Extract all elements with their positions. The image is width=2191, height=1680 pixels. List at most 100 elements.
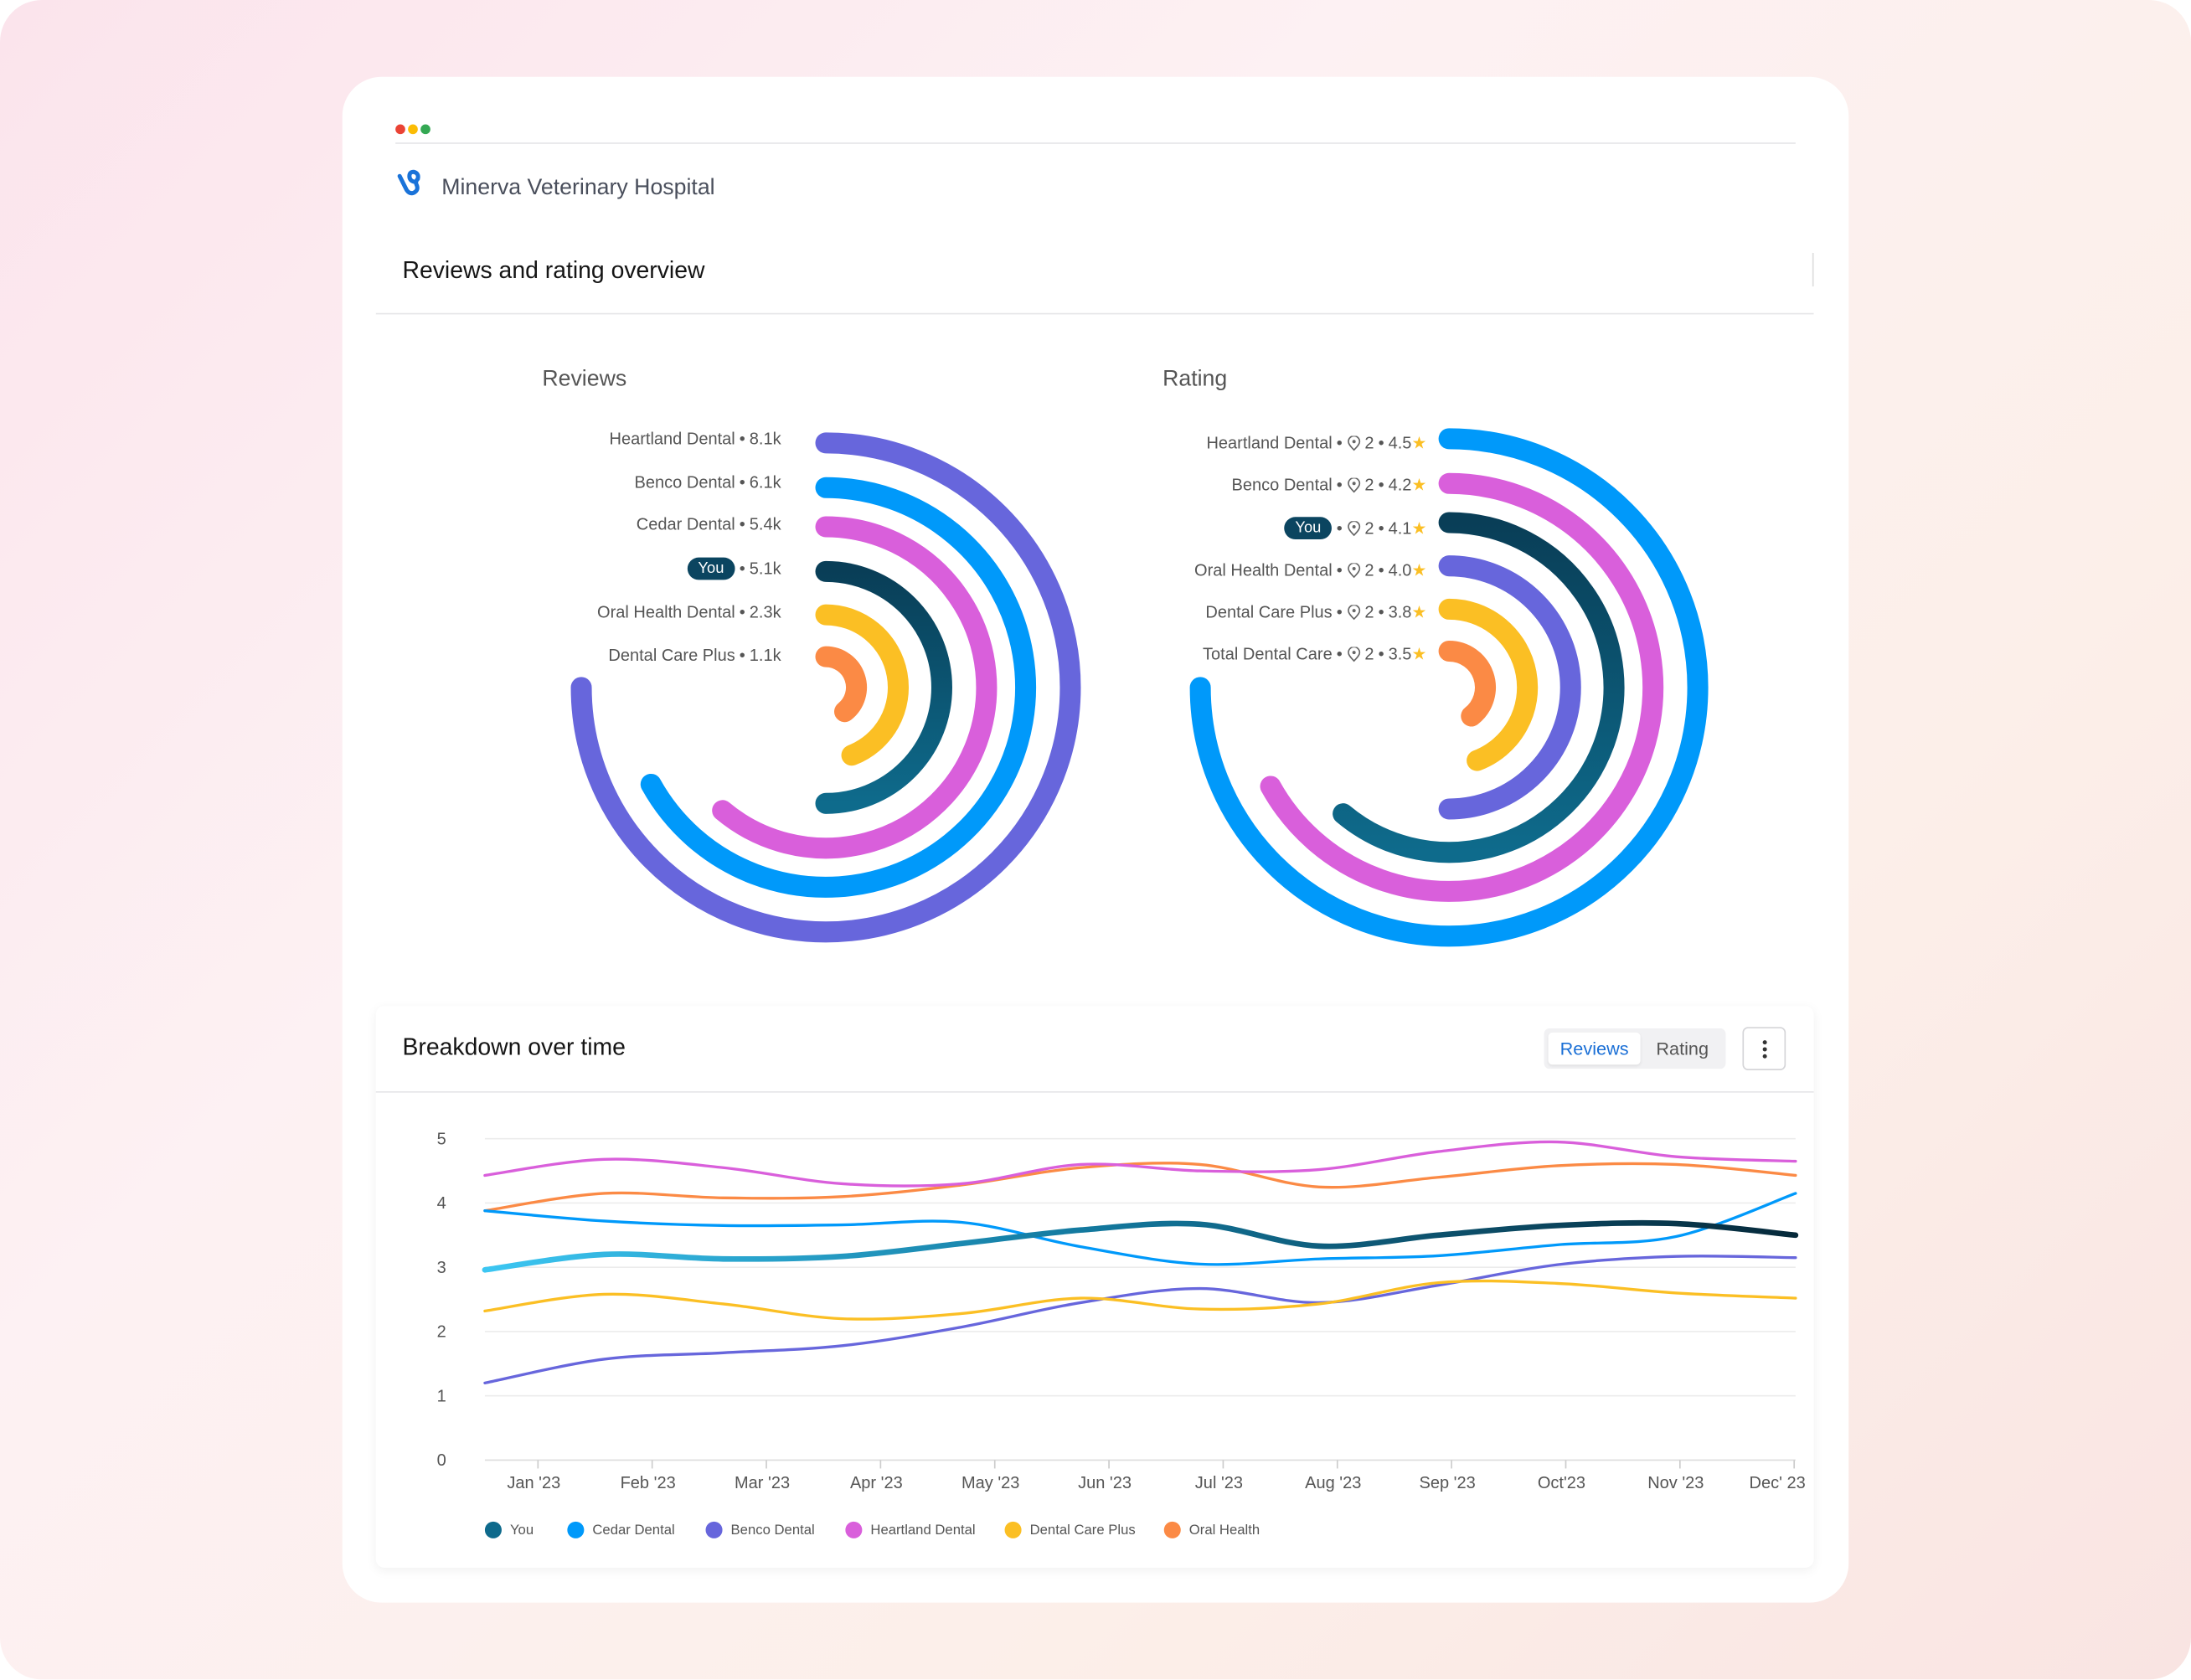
window-maximize-dot[interactable] — [420, 124, 430, 135]
rating-value: 4.0 — [1388, 560, 1412, 580]
review-count: 5.4k — [749, 513, 781, 534]
separator-dot: • — [1336, 475, 1343, 495]
review-label: Benco Dental • 6.1k — [635, 472, 781, 492]
rating-label: Heartland Dental • 2 • 4.5 ★ — [1206, 433, 1426, 452]
competitor-name: Dental Care Plus — [1205, 602, 1333, 622]
legend-swatch — [845, 1521, 863, 1538]
legend-label: Dental Care Plus — [1029, 1522, 1136, 1538]
metric-toggle: Reviews Rating — [1544, 1028, 1726, 1069]
star-icon: ★ — [1411, 560, 1427, 580]
breakdown-title: Breakdown over time — [402, 1033, 626, 1061]
kebab-menu-icon — [1761, 1039, 1766, 1058]
star-icon: ★ — [1411, 433, 1427, 453]
window-divider — [395, 142, 1796, 144]
legend-item[interactable]: Oral Health — [1163, 1521, 1260, 1538]
separator-dot: • — [1378, 475, 1384, 495]
review-count: 2.3k — [749, 602, 781, 622]
more-options-button[interactable] — [1742, 1027, 1786, 1070]
competitor-name: Oral Health Dental — [1194, 560, 1333, 580]
separator-dot: • — [1336, 602, 1343, 622]
section-divider — [375, 312, 1814, 315]
x-tick-label: Aug '23 — [1305, 1472, 1362, 1492]
separator-dot: • — [1336, 518, 1343, 539]
star-icon: ★ — [1411, 475, 1427, 495]
review-count: 8.1k — [749, 429, 781, 449]
y-tick-label: 1 — [436, 1386, 446, 1406]
rating-value: 3.8 — [1388, 602, 1412, 622]
y-tick-label: 3 — [436, 1257, 446, 1277]
competitor-name: Benco Dental — [1231, 475, 1333, 495]
separator-dot: • — [739, 559, 745, 579]
review-count: 5.1k — [749, 559, 781, 579]
separator-dot: • — [1378, 602, 1384, 622]
header-divider — [1812, 252, 1814, 287]
star-icon: ★ — [1411, 518, 1427, 539]
you-badge: You — [1284, 517, 1333, 539]
legend-label: Heartland Dental — [870, 1522, 976, 1538]
legend-label: You — [509, 1522, 534, 1538]
you-badge: You — [687, 557, 735, 580]
legend-swatch — [567, 1521, 585, 1538]
separator-dot: • — [1336, 433, 1343, 453]
reviews-title: Reviews — [542, 367, 627, 392]
review-count: 1.1k — [749, 645, 781, 666]
separator-dot: • — [1378, 644, 1384, 664]
legend-item[interactable]: Heartland Dental — [845, 1521, 976, 1538]
rating-value: 4.5 — [1388, 433, 1412, 453]
location-count: 2 — [1364, 644, 1374, 664]
toggle-rating[interactable]: Rating — [1656, 1038, 1709, 1059]
x-tick-label: Jan '23 — [507, 1472, 561, 1492]
legend-swatch — [1163, 1521, 1181, 1538]
x-tick-label: Apr '23 — [849, 1472, 903, 1492]
rating-value: 4.2 — [1388, 475, 1412, 495]
legend-label: Cedar Dental — [592, 1522, 675, 1538]
y-tick-label: 5 — [436, 1129, 446, 1149]
x-tick-label: Oct'23 — [1537, 1472, 1586, 1492]
legend-swatch — [705, 1521, 723, 1538]
legend-item[interactable]: You — [484, 1521, 534, 1538]
toggle-reviews[interactable]: Reviews — [1548, 1032, 1641, 1065]
review-label: Dental Care Plus • 1.1k — [608, 646, 781, 665]
rating-label: Benco Dental • 2 • 4.2 ★ — [1232, 475, 1427, 494]
app-title: Minerva Veterinary Hospital — [441, 176, 715, 200]
rating-label: Oral Health Dental • 2 • 4.0 ★ — [1194, 560, 1426, 580]
competitor-name: Cedar Dental — [636, 513, 735, 534]
legend-swatch — [1004, 1521, 1022, 1538]
overview-title: Reviews and rating overview — [402, 256, 705, 284]
x-tick-label: Jul '23 — [1194, 1472, 1244, 1492]
window-minimize-dot[interactable] — [408, 124, 418, 135]
location-pin-icon — [1347, 435, 1361, 451]
legend-item[interactable]: Benco Dental — [705, 1521, 815, 1538]
separator-dot: • — [1378, 560, 1384, 580]
competitor-name: Heartland Dental — [609, 429, 735, 449]
y-tick-label: 4 — [436, 1193, 446, 1214]
x-tick-label: Sep '23 — [1419, 1472, 1476, 1492]
legend-label: Benco Dental — [730, 1522, 815, 1538]
x-tick-label: May '23 — [961, 1472, 1020, 1492]
competitor-name: Heartland Dental — [1206, 433, 1333, 453]
legend-label: Oral Health — [1188, 1522, 1260, 1538]
location-pin-icon — [1347, 562, 1361, 578]
location-count: 2 — [1364, 433, 1374, 453]
location-pin-icon — [1347, 646, 1361, 662]
separator-dot: • — [739, 472, 745, 492]
rating-label: You • 2 • 4.1 ★ — [1284, 517, 1426, 539]
review-label: Oral Health Dental • 2.3k — [597, 602, 781, 621]
separator-dot: • — [739, 429, 745, 449]
location-count: 2 — [1364, 560, 1374, 580]
y-tick-label: 2 — [436, 1322, 446, 1342]
legend-item[interactable]: Dental Care Plus — [1004, 1521, 1136, 1538]
star-icon: ★ — [1411, 644, 1427, 664]
separator-dot: • — [1378, 518, 1384, 539]
legend-item[interactable]: Cedar Dental — [567, 1521, 675, 1538]
y-tick-label: 0 — [436, 1450, 446, 1471]
location-count: 2 — [1364, 602, 1374, 622]
x-tick-label: Mar '23 — [734, 1472, 791, 1492]
location-count: 2 — [1364, 518, 1374, 539]
competitor-name: Oral Health Dental — [597, 602, 735, 622]
rating-title: Rating — [1163, 367, 1228, 392]
window-close-dot[interactable] — [395, 124, 405, 135]
separator-dot: • — [1378, 433, 1384, 453]
location-count: 2 — [1364, 475, 1374, 495]
separator-dot: • — [739, 602, 745, 622]
